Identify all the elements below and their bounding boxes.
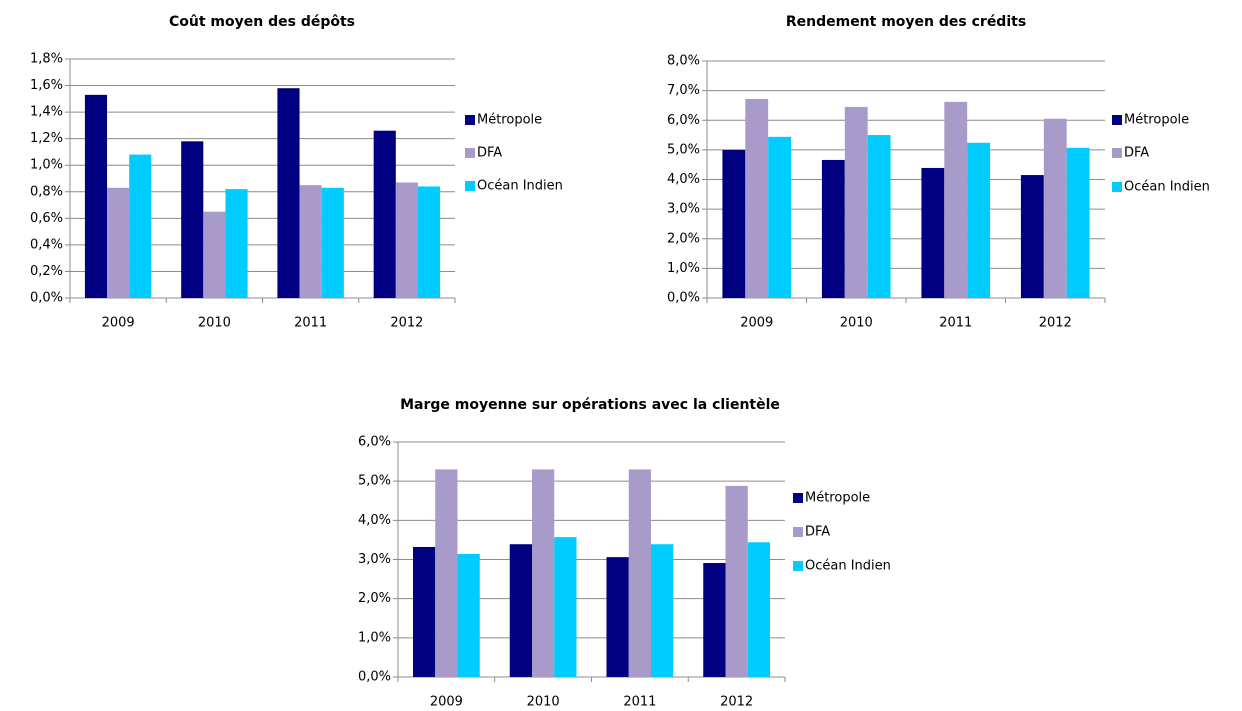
bar [129, 154, 152, 298]
bar [921, 167, 945, 298]
bar [181, 141, 204, 298]
legend-label: DFA [805, 525, 830, 540]
x-tick-label: 2010 [198, 316, 231, 331]
bar [509, 544, 532, 677]
chart-title: Coût moyen des dépôts [169, 14, 355, 30]
bar [821, 159, 845, 298]
bar [867, 135, 891, 298]
x-tick-label: 2010 [527, 695, 560, 710]
legend-label: Océan Indien [477, 179, 563, 194]
legend-swatch [465, 115, 475, 125]
y-tick-label: 0,8% [30, 184, 63, 199]
bar [373, 130, 396, 298]
y-tick-label: 2,0% [358, 591, 391, 606]
x-tick-label: 2012 [390, 316, 423, 331]
y-tick-label: 0,4% [30, 237, 63, 252]
y-tick-label: 4,0% [667, 172, 700, 187]
bar [84, 94, 108, 298]
y-tick-label: 0,2% [30, 264, 63, 279]
legend-swatch [465, 181, 475, 191]
bar [747, 542, 771, 677]
bar [703, 563, 726, 677]
x-tick-label: 2012 [1039, 316, 1072, 331]
y-tick-label: 1,6% [30, 78, 63, 93]
y-tick-label: 1,0% [30, 158, 63, 173]
bar [299, 185, 322, 298]
legend-label: Métropole [477, 113, 542, 128]
bar [651, 544, 674, 677]
y-tick-label: 5,0% [667, 142, 700, 157]
bar [628, 469, 652, 677]
bar [768, 136, 792, 298]
x-tick-label: 2011 [294, 316, 327, 331]
bar [435, 469, 458, 677]
y-tick-label: 0,0% [358, 670, 391, 685]
y-tick-label: 8,0% [667, 54, 700, 69]
x-tick-label: 2009 [430, 695, 463, 710]
bar [457, 554, 480, 677]
bar [417, 186, 441, 298]
y-tick-label: 6,0% [667, 113, 700, 128]
y-tick-label: 0,0% [667, 291, 700, 306]
legend-label: Métropole [1124, 113, 1189, 128]
y-tick-label: 0,0% [30, 291, 63, 306]
legend-swatch [793, 527, 803, 537]
bar [944, 101, 968, 298]
legend-swatch [1112, 148, 1122, 158]
y-tick-label: 1,4% [30, 105, 63, 120]
legend-swatch [793, 493, 803, 503]
y-tick-label: 3,0% [358, 552, 391, 567]
legend-swatch [793, 561, 803, 571]
bar [225, 189, 248, 298]
y-tick-label: 1,8% [30, 52, 63, 67]
bar [725, 485, 748, 677]
y-tick-label: 5,0% [358, 474, 391, 489]
legend-label: Océan Indien [805, 559, 891, 574]
y-tick-label: 3,0% [667, 202, 700, 217]
bar [412, 546, 436, 677]
bar [722, 149, 746, 298]
y-tick-label: 2,0% [667, 231, 700, 246]
x-tick-label: 2011 [623, 695, 656, 710]
bar [321, 187, 344, 298]
legend-swatch [1112, 115, 1122, 125]
y-tick-label: 7,0% [667, 83, 700, 98]
legend-swatch [465, 148, 475, 158]
x-tick-label: 2009 [102, 316, 135, 331]
bar [1066, 147, 1090, 298]
chart-title: Rendement moyen des crédits [786, 14, 1026, 30]
bar [1043, 118, 1067, 298]
bar [606, 557, 629, 677]
chart-title: Marge moyenne sur opérations avec la cli… [400, 397, 780, 413]
legend-label: Métropole [805, 491, 870, 506]
bar [277, 88, 300, 298]
x-tick-label: 2009 [740, 316, 773, 331]
bar [967, 142, 991, 298]
x-tick-label: 2010 [840, 316, 873, 331]
y-tick-label: 1,0% [667, 261, 700, 276]
bar [395, 182, 418, 298]
bar [107, 187, 130, 298]
x-tick-label: 2011 [939, 316, 972, 331]
bar [531, 469, 555, 677]
x-tick-label: 2012 [720, 695, 753, 710]
y-tick-label: 0,6% [30, 211, 63, 226]
legend-label: DFA [1124, 146, 1149, 161]
bar [554, 537, 577, 677]
bar [203, 211, 226, 298]
legend-swatch [1112, 182, 1122, 192]
y-tick-label: 1,0% [358, 630, 391, 645]
legend-label: Océan Indien [1124, 180, 1210, 195]
legend-label: DFA [477, 146, 502, 161]
bar [745, 98, 769, 298]
bar [1020, 175, 1044, 298]
y-tick-label: 6,0% [358, 435, 391, 450]
y-tick-label: 1,2% [30, 131, 63, 146]
y-tick-label: 4,0% [358, 513, 391, 528]
bar [844, 106, 868, 298]
